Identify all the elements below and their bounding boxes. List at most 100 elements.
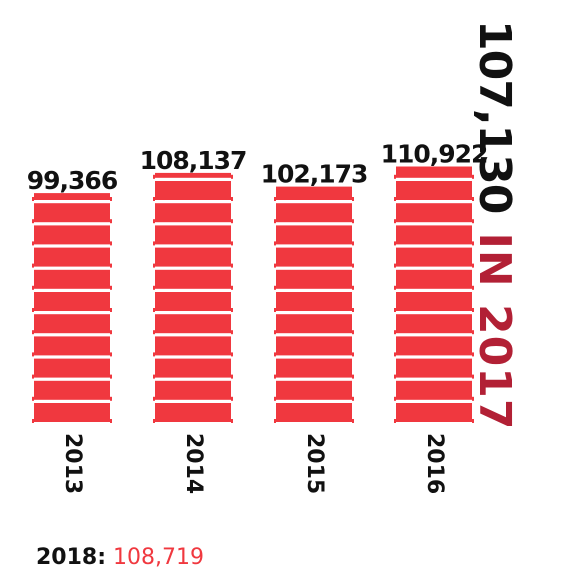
bar-edge-nub [32, 308, 34, 312]
bar-edge-nub [231, 285, 233, 290]
bar-slat [155, 225, 231, 245]
bar-edge-nub [394, 396, 396, 401]
bar-edge-nub [274, 396, 276, 401]
bar-slat [155, 292, 231, 311]
bar-slat [34, 336, 110, 356]
bar-edge-nub [472, 374, 474, 379]
bar-slat [155, 314, 231, 334]
bar-edge-nub [352, 263, 354, 268]
bar-edge-nub [153, 396, 155, 401]
bar-edge-nub [352, 197, 354, 201]
bar-slat [276, 336, 352, 356]
bar-2015 [274, 186, 354, 423]
bar-edge-nub [110, 197, 112, 201]
bar-2016 [394, 166, 474, 423]
bar-slat [34, 292, 110, 311]
bar-edge-nub [394, 330, 396, 335]
bar-edge-nub [153, 263, 155, 268]
bar-slat [34, 203, 110, 223]
bar-slat [276, 292, 352, 311]
bar-edge-nub [274, 263, 276, 268]
bar-edge-nub [32, 263, 34, 268]
bar-edge-nub [472, 219, 474, 224]
bar-slat [276, 380, 352, 400]
value-label: 108,137 [140, 146, 247, 175]
bar-edge-nub [394, 352, 396, 357]
bar-edge-nub [352, 219, 354, 224]
bar-slat [276, 314, 352, 334]
bar-edge-nub [153, 219, 155, 224]
bar-edge-nub [274, 330, 276, 335]
bar-edge-nub [231, 241, 233, 246]
bar-slat [276, 269, 352, 289]
bar-edge-nub [274, 285, 276, 290]
svg-text:107,130 IN 2017: 107,130 IN 2017 [469, 20, 520, 430]
bar-slat [155, 172, 231, 178]
bar-slat [34, 358, 110, 378]
bar-edge-nub [110, 263, 112, 268]
bar-slat [155, 380, 231, 400]
bar-edge-nub [231, 374, 233, 379]
bar-slat [396, 166, 472, 178]
bar-edge-nub [32, 197, 34, 201]
footnote-label: 2018: [36, 545, 107, 570]
bar-edge-nub [32, 330, 34, 335]
bar-slat [34, 193, 110, 200]
bar-edge-nub [352, 396, 354, 401]
bar-edge-nub [352, 419, 354, 423]
bar-edge-nub [110, 241, 112, 246]
value-label: 110,922 [381, 139, 488, 168]
year-label: 2015 [302, 433, 327, 494]
bar-slat [276, 358, 352, 378]
bar-edge-nub [274, 352, 276, 357]
bar-slat [396, 314, 472, 334]
bar-edge-nub [274, 419, 276, 423]
bar-slat [155, 403, 231, 422]
bar-edge-nub [110, 308, 112, 312]
bar-slat [396, 403, 472, 422]
bar-edge-nub [352, 308, 354, 312]
bar-slat [396, 203, 472, 223]
bar-edge-nub [274, 219, 276, 224]
bar-edge-nub [394, 263, 396, 268]
bar-slat [396, 247, 472, 267]
bar-edge-nub [394, 241, 396, 246]
footnote-value: 108,719 [113, 545, 205, 570]
bar-edge-nub [110, 419, 112, 423]
bar-edge-nub [394, 308, 396, 312]
bar-edge-nub [110, 219, 112, 224]
bar-edge-nub [472, 285, 474, 290]
bars-layer [32, 166, 474, 423]
bar-edge-nub [274, 197, 276, 201]
bar-edge-nub [472, 352, 474, 357]
bar-edge-nub [153, 285, 155, 290]
bar-edge-nub [32, 396, 34, 401]
bar-slat [396, 292, 472, 311]
bar-slat [396, 181, 472, 200]
headline-number: 107,130 [469, 20, 520, 213]
bar-edge-nub [110, 352, 112, 357]
bar-edge-nub [394, 419, 396, 423]
bar-edge-nub [32, 285, 34, 290]
bar-slat [155, 181, 231, 200]
bar-edge-nub [231, 419, 233, 423]
bar-2013 [32, 193, 112, 423]
bar-slat [34, 225, 110, 245]
bar-edge-nub [153, 308, 155, 312]
bar-edge-nub [231, 330, 233, 335]
footnote: 2018: 108,719 [36, 545, 204, 570]
bar-edge-nub [394, 285, 396, 290]
bar-edge-nub [153, 352, 155, 357]
bar-edge-nub [394, 197, 396, 201]
headline: 107,130 IN 2017 [469, 20, 520, 430]
bar-2014 [153, 172, 233, 423]
bar-edge-nub [231, 396, 233, 401]
bar-slat [34, 314, 110, 334]
bar-slat [34, 247, 110, 267]
bar-slat [155, 247, 231, 267]
bar-slat [34, 403, 110, 422]
year-label: 2013 [60, 433, 85, 494]
bar-edge-nub [32, 219, 34, 224]
bar-edge-nub [352, 285, 354, 290]
